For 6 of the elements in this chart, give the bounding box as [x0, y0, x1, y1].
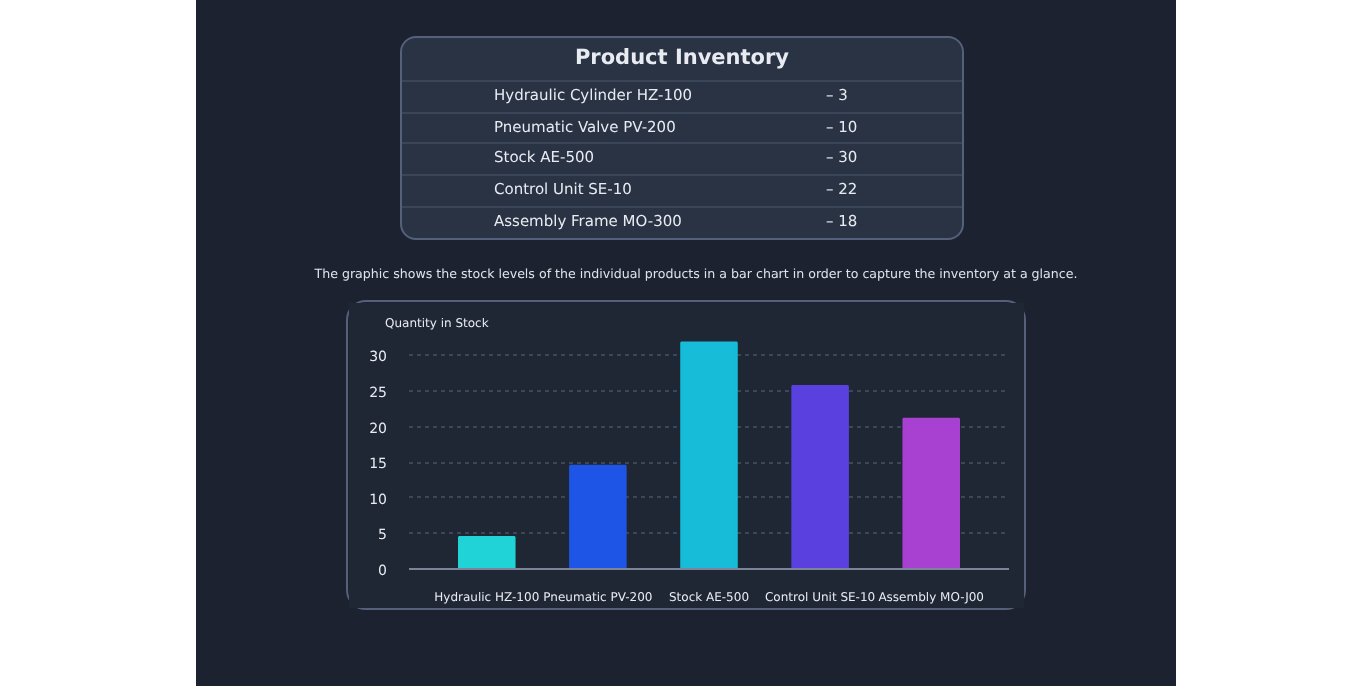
- bar: [458, 535, 516, 569]
- bar: [902, 417, 960, 569]
- chart-title: Product Inventory: [572, 44, 792, 74]
- bar: [791, 384, 849, 569]
- bar: [569, 464, 627, 569]
- bar: [680, 341, 738, 569]
